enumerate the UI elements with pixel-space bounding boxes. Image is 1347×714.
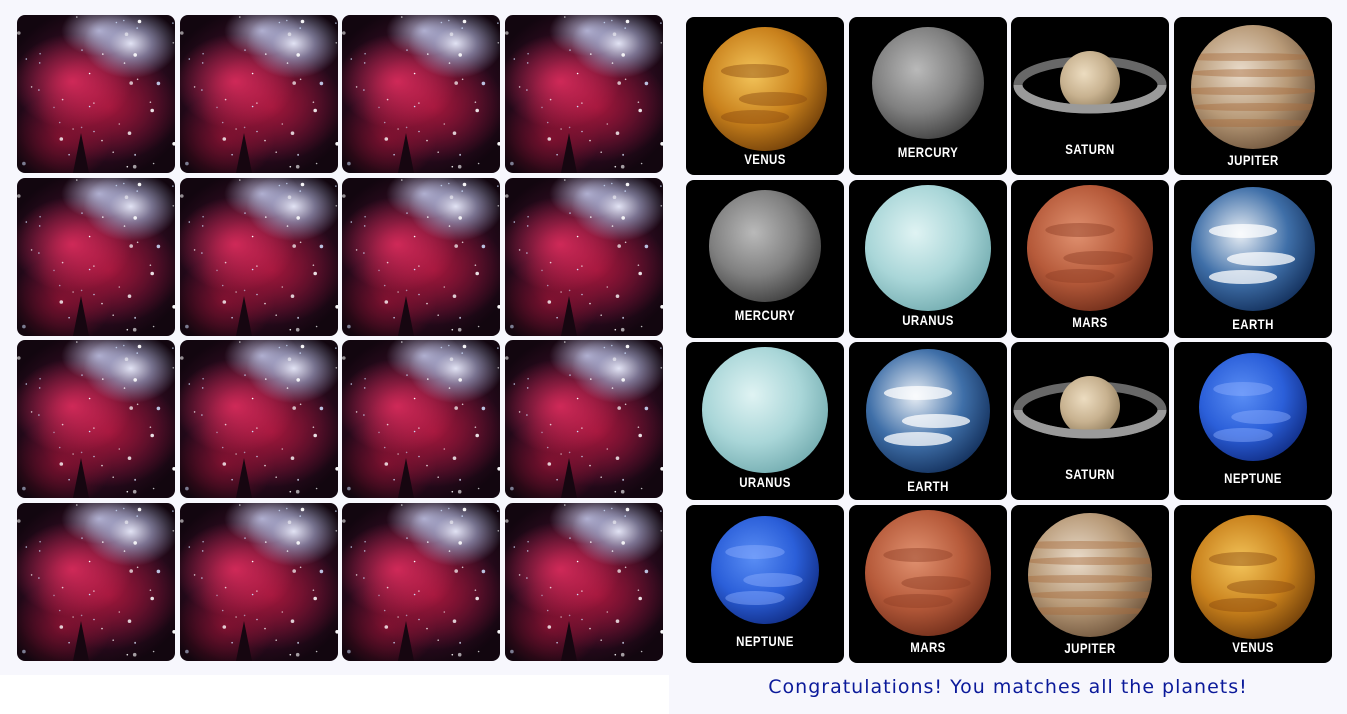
nebula-pillar	[398, 458, 414, 498]
nebula-pillar	[73, 133, 89, 173]
mars-planet-icon	[864, 509, 991, 636]
congratulations-message: Congratulations! You matches all the pla…	[768, 676, 1248, 698]
jupiter-planet-icon	[1190, 25, 1315, 149]
planet-card-uranus[interactable]: URANUS	[848, 179, 1007, 338]
hidden-card-grid	[17, 15, 663, 661]
planet-card-jupiter[interactable]: JUPITER	[1011, 504, 1169, 663]
planet-label: URANUS	[739, 474, 791, 490]
face-down-card[interactable]	[179, 340, 338, 498]
planet-label: EARTH	[1231, 315, 1274, 332]
nebula-pillar	[398, 620, 414, 661]
earth-planet-icon	[1190, 186, 1315, 311]
face-down-card[interactable]	[179, 502, 338, 661]
planet-label: URANUS	[901, 311, 954, 328]
planet-card-jupiter[interactable]: JUPITER	[1173, 17, 1332, 175]
venus-planet-icon	[1190, 514, 1315, 639]
jupiter-planet-icon	[1028, 512, 1152, 637]
face-down-card[interactable]	[179, 15, 338, 173]
planet-label: NEPTUNE	[736, 632, 794, 649]
planet-label: VENUS	[1231, 638, 1274, 655]
nebula-pillar	[73, 295, 89, 336]
planet-card-uranus[interactable]: URANUS	[686, 342, 844, 500]
nebula-pillar	[398, 133, 414, 173]
planet-label: MARS	[1072, 313, 1108, 330]
saturn-planet-icon	[1013, 51, 1167, 114]
planet-card-mars[interactable]: MARS	[1011, 179, 1169, 338]
planet-label: VENUS	[744, 151, 786, 167]
planet-card-mercury[interactable]: MERCURY	[848, 17, 1007, 175]
nebula-pillar	[235, 295, 252, 336]
nebula-pillar	[73, 620, 89, 661]
face-down-card[interactable]	[504, 502, 663, 661]
face-down-card[interactable]	[504, 15, 663, 173]
neptune-planet-icon	[711, 515, 819, 624]
mars-planet-icon	[1027, 184, 1153, 311]
revealed-card-grid: VENUS MERCURY SATURN JUPITER MERCURY URANUS MA…	[686, 17, 1332, 663]
planet-card-mercury[interactable]: MERCURY	[686, 179, 844, 338]
planet-label: NEPTUNE	[1223, 470, 1282, 486]
earth-planet-icon	[865, 349, 990, 473]
uranus-planet-icon	[702, 347, 828, 473]
mercury-planet-icon	[709, 189, 821, 302]
venus-planet-icon	[703, 27, 827, 151]
nebula-pillar	[235, 458, 252, 498]
planet-label: MARS	[909, 638, 946, 655]
face-down-card[interactable]	[342, 340, 500, 498]
face-down-card[interactable]	[17, 177, 175, 336]
planet-card-venus[interactable]: VENUS	[1173, 504, 1332, 663]
planet-label: JUPITER	[1064, 639, 1116, 656]
nebula-pillar	[560, 620, 577, 661]
nebula-pillar	[560, 295, 577, 336]
hidden-card-board-panel	[0, 0, 669, 675]
face-down-card[interactable]	[17, 502, 175, 661]
revealed-card-board-panel: VENUS MERCURY SATURN JUPITER MERCURY URANUS MA…	[669, 0, 1347, 714]
planet-label: MERCURY	[897, 144, 958, 160]
planet-label: EARTH	[906, 478, 949, 494]
planet-label: JUPITER	[1226, 152, 1279, 168]
nebula-pillar	[560, 133, 577, 173]
face-down-card[interactable]	[17, 15, 175, 173]
face-down-card[interactable]	[179, 177, 338, 336]
planet-card-saturn[interactable]: SATURN	[1011, 342, 1169, 500]
face-down-card[interactable]	[342, 15, 500, 173]
planet-card-neptune[interactable]: NEPTUNE	[1173, 342, 1332, 500]
planet-label: MERCURY	[734, 306, 796, 323]
neptune-planet-icon	[1198, 353, 1307, 461]
mercury-planet-icon	[871, 27, 984, 139]
face-down-card[interactable]	[342, 177, 500, 336]
face-down-card[interactable]	[504, 340, 663, 498]
saturn-planet-icon	[1013, 376, 1167, 439]
face-down-card[interactable]	[342, 502, 500, 661]
nebula-pillar	[73, 458, 89, 498]
planet-card-venus[interactable]: VENUS	[686, 17, 844, 175]
face-down-card[interactable]	[17, 340, 175, 498]
uranus-planet-icon	[864, 184, 991, 311]
planet-card-earth[interactable]: EARTH	[848, 342, 1007, 500]
planet-label: SATURN	[1065, 141, 1115, 157]
planet-card-neptune[interactable]: NEPTUNE	[686, 504, 844, 663]
nebula-pillar	[235, 133, 252, 173]
planet-label: SATURN	[1065, 466, 1115, 482]
planet-card-mars[interactable]: MARS	[848, 504, 1007, 663]
nebula-pillar	[560, 458, 577, 498]
face-down-card[interactable]	[504, 177, 663, 336]
planet-card-saturn[interactable]: SATURN	[1011, 17, 1169, 175]
planet-card-earth[interactable]: EARTH	[1173, 179, 1332, 338]
nebula-pillar	[398, 295, 414, 336]
nebula-pillar	[235, 620, 252, 661]
